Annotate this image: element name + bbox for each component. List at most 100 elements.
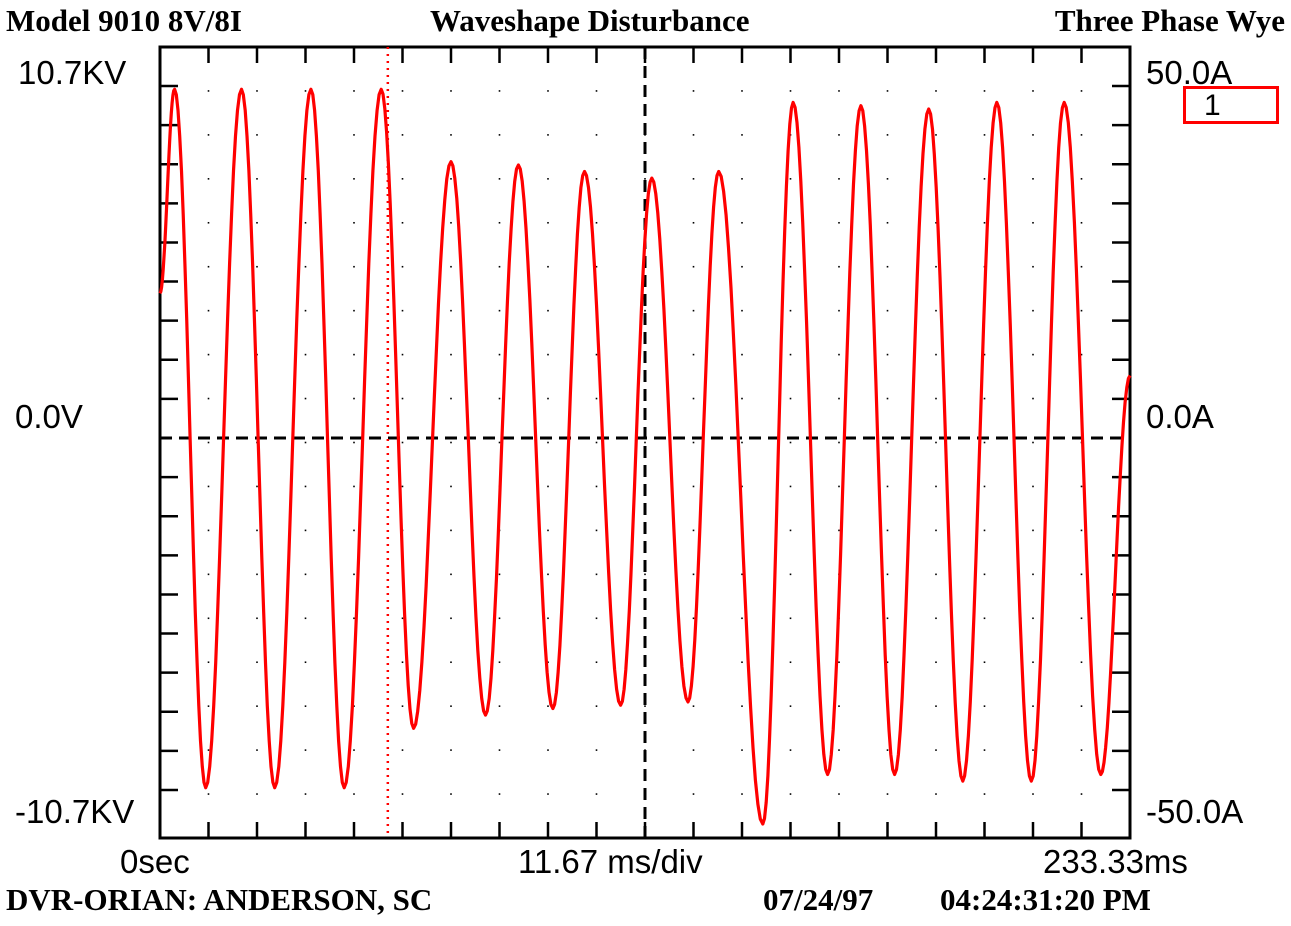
grid-dot — [935, 705, 937, 707]
grid-dot — [838, 661, 840, 664]
grid-dot — [207, 617, 210, 620]
grid-dot — [353, 705, 355, 707]
grid-dot — [450, 749, 452, 751]
grid-dot — [886, 793, 889, 795]
grid-dot — [692, 134, 695, 136]
grid-dot — [741, 134, 743, 136]
grid-dot — [353, 793, 355, 795]
grid-dot — [838, 134, 840, 136]
grid-dot — [547, 309, 549, 312]
grid-dot — [353, 265, 355, 268]
grid-dot — [595, 134, 598, 136]
grid-dot — [886, 309, 889, 312]
grid-dot — [450, 178, 452, 180]
grid-dot — [692, 573, 695, 576]
y-left-bottom-label: -10.7KV — [15, 793, 135, 830]
grid-dot — [304, 397, 307, 400]
grid-dot — [886, 749, 889, 751]
grid-dot — [741, 221, 743, 224]
grid-dot — [401, 485, 404, 488]
grid-dot — [1080, 749, 1083, 751]
grid-dot — [1080, 178, 1083, 180]
grid-dot — [353, 178, 355, 180]
grid-dot — [207, 134, 210, 136]
grid-dot — [450, 397, 452, 400]
grid-dot — [1080, 221, 1083, 224]
grid-dot — [595, 485, 598, 488]
grid-dot — [401, 178, 404, 180]
grid-dot — [935, 573, 937, 576]
grid-dot — [741, 397, 743, 400]
grid-dot — [353, 573, 355, 576]
grid-dot — [547, 441, 549, 444]
grid-dot — [207, 397, 210, 400]
grid-dot — [547, 265, 549, 268]
grid-dot — [692, 221, 695, 224]
grid-dot — [498, 441, 501, 444]
grid-dot — [1032, 529, 1034, 532]
grid-dot — [353, 617, 355, 620]
grid-dot — [547, 178, 549, 180]
grid-dot — [1032, 617, 1034, 620]
grid-dot — [983, 749, 986, 751]
grid-dot — [1080, 90, 1083, 92]
grid-dot — [741, 441, 743, 444]
grid-dot — [256, 221, 258, 224]
grid-dot — [1032, 793, 1034, 795]
grid-dot — [353, 134, 355, 136]
grid-dot — [935, 353, 937, 356]
grid-dot — [595, 749, 598, 751]
grid-dot — [838, 705, 840, 707]
grid-dot — [838, 221, 840, 224]
site-label: DVR-ORIAN: ANDERSON, SC — [6, 882, 433, 917]
grid-dot — [692, 793, 695, 795]
grid-dot — [353, 397, 355, 400]
grid-dot — [838, 485, 840, 488]
grid-dot — [207, 705, 210, 707]
grid-dot — [1032, 661, 1034, 664]
grid-dot — [838, 441, 840, 444]
grid-dot — [1080, 485, 1083, 488]
grid-dot — [1080, 705, 1083, 707]
grid-dot — [547, 573, 549, 576]
x-start-label: 0sec — [120, 843, 190, 880]
grid-dot — [401, 793, 404, 795]
grid-dot — [595, 573, 598, 576]
grid-dot — [1080, 529, 1083, 532]
grid-dot — [1032, 134, 1034, 136]
grid-dot — [886, 397, 889, 400]
grid-dot — [935, 397, 937, 400]
grid-dot — [741, 573, 743, 576]
grid-dot — [450, 441, 452, 444]
channel-legend-label: 1 — [1204, 89, 1221, 122]
grid-dot — [886, 178, 889, 180]
grid-dot — [207, 221, 210, 224]
grid-dot — [498, 134, 501, 136]
grid-dot — [1032, 485, 1034, 488]
grid-dot — [789, 353, 792, 356]
grid-dot — [1032, 221, 1034, 224]
grid-dot — [304, 793, 307, 795]
grid-dot — [741, 485, 743, 488]
grid-dot — [983, 441, 986, 444]
grid-dot — [838, 90, 840, 92]
grid-dot — [1032, 749, 1034, 751]
grid-dot — [935, 529, 937, 532]
grid-dot — [207, 178, 210, 180]
x-end-label: 233.33ms — [1043, 843, 1188, 880]
grid-dot — [304, 90, 307, 92]
grid-dot — [450, 134, 452, 136]
grid-dot — [1032, 397, 1034, 400]
grid-dot — [1080, 793, 1083, 795]
grid-dot — [256, 749, 258, 751]
grid-dot — [207, 265, 210, 268]
grid-dot — [741, 617, 743, 620]
grid-dot — [692, 617, 695, 620]
grid-dot — [692, 178, 695, 180]
grid-dot — [886, 441, 889, 444]
grid-dot — [304, 661, 307, 664]
y-left-mid-label: 0.0V — [15, 398, 83, 435]
grid-dot — [547, 90, 549, 92]
grid-dot — [935, 265, 937, 268]
grid-dot — [450, 705, 452, 707]
